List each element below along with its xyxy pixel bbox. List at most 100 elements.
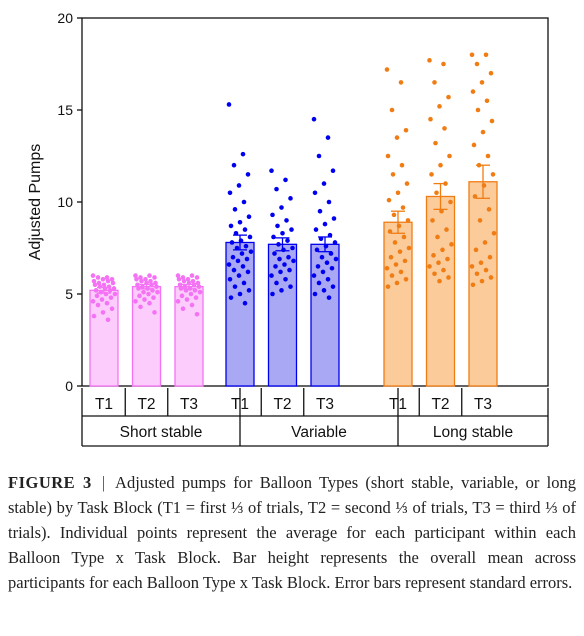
data-point: [104, 300, 110, 306]
y-tick-label: 10: [57, 194, 73, 210]
data-point: [439, 208, 444, 214]
data-point: [246, 214, 252, 220]
data-point: [232, 284, 238, 289]
data-point: [316, 280, 322, 286]
data-point: [227, 276, 233, 282]
data-point: [473, 247, 479, 253]
data-point: [388, 254, 394, 260]
bar-chart: Adjusted Pumps 0 5 10 15 20 Short stable T1 T2 T…: [27, 10, 549, 447]
bar: [310, 243, 340, 387]
data-point: [277, 256, 282, 262]
bar: [89, 289, 119, 387]
data-point: [321, 181, 327, 186]
data-point: [430, 218, 435, 223]
data-point: [151, 295, 156, 300]
data-point: [488, 70, 494, 76]
data-point: [449, 242, 454, 247]
caption-separator: |: [101, 473, 106, 492]
data-point: [193, 295, 199, 300]
data-point: [154, 284, 159, 289]
data-point: [108, 295, 114, 300]
data-point: [448, 199, 453, 205]
data-point: [316, 153, 322, 159]
data-point: [276, 242, 281, 247]
data-point: [325, 276, 331, 282]
data-point: [272, 251, 277, 256]
data-point: [236, 183, 242, 188]
data-point: [289, 227, 294, 232]
data-point: [133, 299, 138, 304]
data-point: [441, 61, 446, 67]
data-point: [434, 190, 439, 196]
data-point: [445, 256, 450, 262]
data-point: [143, 276, 148, 282]
data-point: [333, 256, 339, 262]
data-point: [384, 67, 390, 72]
data-point: [431, 253, 436, 258]
data-point: [100, 276, 106, 282]
data-point: [194, 311, 200, 317]
data-point: [288, 196, 293, 201]
data-point: [483, 52, 489, 58]
bar: [425, 195, 456, 387]
data-point: [283, 276, 288, 282]
data-point: [245, 172, 251, 177]
data-point: [432, 80, 437, 85]
data-point: [398, 80, 404, 85]
data-point: [243, 243, 249, 249]
data-point: [104, 275, 110, 280]
data-point: [175, 273, 181, 278]
data-point: [236, 273, 242, 278]
data-point: [153, 280, 158, 286]
data-point: [91, 278, 97, 284]
data-point: [138, 275, 143, 280]
data-point: [485, 153, 491, 159]
data-point: [470, 89, 476, 94]
data-point: [273, 264, 278, 269]
data-point: [274, 186, 279, 192]
data-point: [139, 278, 144, 284]
data-point: [247, 234, 253, 240]
data-point: [314, 247, 320, 253]
block-label: T1: [231, 396, 249, 413]
data-point: [134, 276, 139, 282]
data-point: [105, 278, 111, 284]
data-point: [385, 284, 391, 289]
data-point: [239, 251, 245, 256]
data-point: [486, 207, 492, 212]
y-axis-label: Adjusted Pumps: [27, 144, 44, 261]
block-label: T1: [389, 396, 407, 413]
data-point: [195, 280, 201, 286]
data-point: [136, 286, 141, 291]
data-point: [177, 282, 183, 288]
data-point: [148, 278, 153, 284]
data-point: [474, 271, 480, 277]
data-point: [94, 293, 100, 299]
data-point: [475, 107, 481, 113]
data-point: [399, 162, 405, 168]
data-point: [400, 205, 406, 210]
data-point: [240, 151, 246, 157]
data-point: [244, 256, 250, 262]
data-point: [427, 264, 432, 269]
data-point: [429, 172, 434, 177]
data-point: [470, 282, 476, 288]
data-point: [427, 58, 432, 63]
data-point: [90, 299, 96, 304]
data-point: [403, 127, 409, 133]
data-point: [491, 230, 497, 236]
block-label: T3: [180, 396, 198, 413]
data-point: [93, 288, 99, 293]
data-point: [472, 194, 478, 199]
data-point: [235, 258, 241, 264]
data-point: [322, 221, 328, 227]
data-point: [401, 234, 407, 240]
data-point: [311, 273, 317, 278]
data-point: [98, 289, 104, 295]
data-point: [152, 275, 157, 280]
data-point: [241, 280, 247, 286]
data-point: [313, 227, 319, 232]
data-point: [190, 278, 196, 284]
data-point: [181, 278, 187, 284]
data-point: [386, 197, 392, 203]
